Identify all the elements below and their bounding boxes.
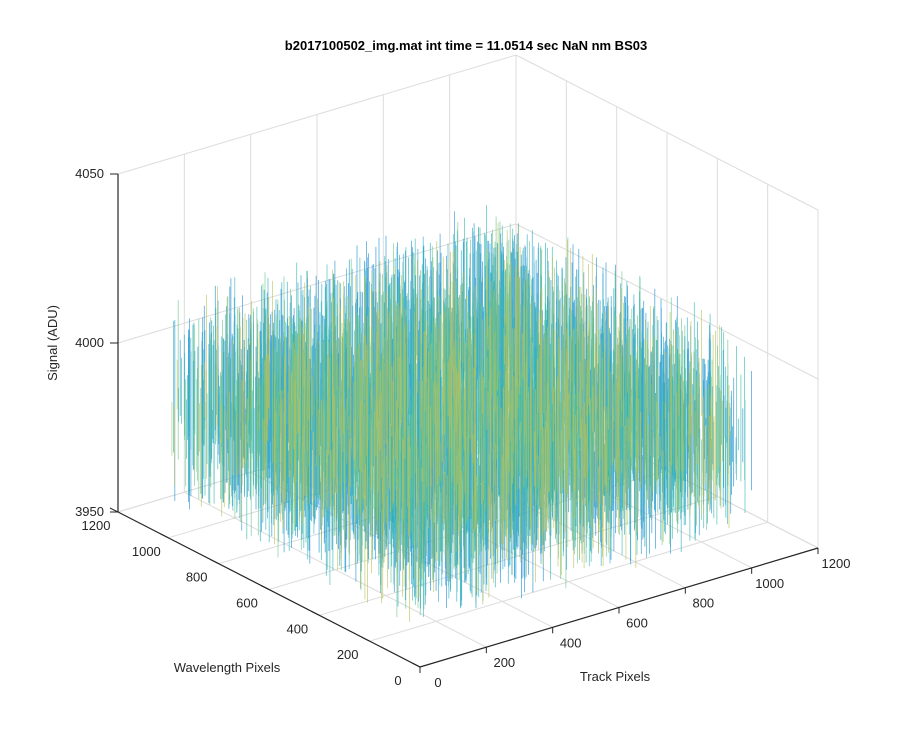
y-tick-label: 1200	[82, 518, 111, 533]
x-tick-label: 600	[626, 616, 648, 631]
grid-line-backwall-z	[117, 54, 517, 175]
tick-labels: 0 200 400 600 800 1000 1200 0 200 400 600 800 1000 12…	[75, 166, 850, 690]
x-tick-label: 1000	[755, 576, 784, 591]
y-tick-mark	[311, 610, 320, 616]
x-tick-label: 200	[493, 655, 515, 670]
y-tick-label: 800	[186, 570, 208, 585]
y-tick-mark	[160, 533, 169, 539]
y-tick-label: 1000	[132, 544, 161, 559]
x-tick-label: 1200	[822, 556, 851, 571]
y-tick-mark	[260, 585, 270, 590]
chart-title: b2017100502_img.mat int time = 11.0514 s…	[285, 38, 647, 53]
y-tick-label: 200	[337, 647, 359, 662]
y-axis-label: Wavelength Pixels	[174, 660, 281, 675]
grid-line-floor-y	[369, 521, 768, 642]
grid-line-sidewall-z	[515, 223, 819, 380]
y-tick-label: 600	[236, 596, 258, 611]
grid-line-sidewall-z	[515, 54, 819, 211]
axes	[109, 173, 819, 673]
surface	[171, 205, 752, 622]
y-tick-label: 400	[286, 621, 308, 636]
z-axis-label: Signal (ADU)	[45, 305, 60, 381]
y-tick-label: 0	[394, 673, 401, 688]
y-tick-mark	[109, 507, 119, 513]
x-tick-label: 400	[560, 635, 582, 650]
z-tick-label: 4000	[75, 335, 104, 350]
z-tick-label: 3950	[75, 504, 104, 519]
x-tick-label: 800	[692, 596, 714, 611]
surface-strands	[171, 222, 731, 622]
y-tick-mark	[361, 636, 370, 642]
z-tick-label: 4050	[75, 166, 104, 181]
x-axis-label: Track Pixels	[580, 669, 651, 684]
y-tick-mark	[411, 662, 421, 668]
x-tick-label: 0	[434, 675, 441, 690]
grid-line-backwall-z	[117, 223, 517, 344]
y-tick-mark	[210, 559, 219, 565]
